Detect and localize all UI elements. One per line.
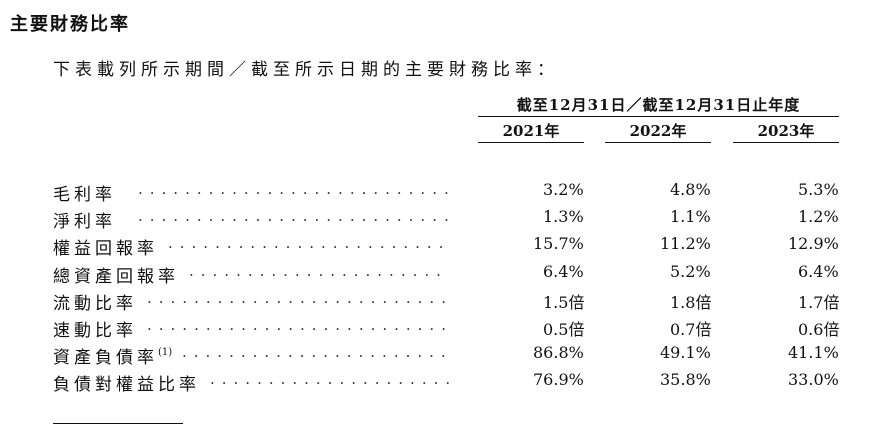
- table-cell: 12.9%: [788, 234, 839, 254]
- leader-dots: .......................: [182, 343, 453, 362]
- leader-dots: ........................: [168, 234, 451, 253]
- row-label: 流動比率: [53, 289, 137, 314]
- table-row: 毛利率........................... 3.2% 4.8% 5.…: [0, 180, 889, 207]
- section-title: 主要財務比率: [10, 14, 130, 35]
- table-cell: 4.8%: [670, 180, 711, 199]
- table-cell: 6.4%: [798, 261, 839, 281]
- row-label: 負債對權益比率: [53, 370, 200, 395]
- row-label: 權益回報率: [53, 234, 158, 259]
- table-cell: 0.5倍: [543, 320, 585, 339]
- leader-dots: ..........................: [147, 316, 453, 334]
- row-label-text: 資產負債率: [53, 348, 158, 369]
- row-label-text: 速動比率: [53, 321, 137, 341]
- table-row: 淨利率........................... 1.3% 1.1% 1.…: [0, 207, 889, 234]
- row-label: 淨利率: [53, 207, 116, 232]
- table-cell: 33.0%: [788, 370, 839, 390]
- table-cell: 76.9%: [533, 370, 584, 390]
- table-cell: 41.1%: [788, 343, 839, 363]
- table-cell: 5.2%: [670, 261, 711, 281]
- column-header-2022: 2022年: [605, 120, 711, 143]
- row-label-text: 淨利率: [53, 212, 116, 233]
- column-header-2021: 2021年: [478, 120, 584, 143]
- leader-dots: ...........................: [138, 207, 456, 226]
- leader-dots: .....................: [210, 370, 458, 389]
- table-cell: 1.7倍: [798, 292, 840, 312]
- table-row: 權益回報率........................ 15.7% 11.2% 1…: [0, 234, 889, 261]
- table-row: 速動比率.......................... 0.5倍 0.7倍 0.…: [0, 316, 889, 343]
- footnote-divider: [53, 423, 183, 424]
- table-cell: 5.3%: [798, 180, 839, 199]
- row-label-text: 權益回報率: [53, 239, 158, 260]
- table-cell: 1.8倍: [670, 292, 712, 312]
- row-label: 資產負債率(1): [53, 343, 173, 369]
- intro-text: 下表載列所示期間／截至所示日期的主要財務比率：: [53, 60, 559, 80]
- table-cell: 0.6倍: [798, 320, 840, 339]
- footnote-marker: (1): [158, 346, 173, 358]
- table-cell: 1.5倍: [543, 292, 585, 312]
- row-label-text: 毛利率: [53, 185, 116, 205]
- leader-dots: ......................: [189, 261, 448, 280]
- table-row: 負債對權益比率..................... 76.9% 35.8% 33…: [0, 370, 889, 397]
- table-cell: 1.3%: [543, 207, 584, 227]
- table-cell: 11.2%: [660, 234, 711, 254]
- table-cell: 49.1%: [660, 343, 711, 363]
- table-cell: 86.8%: [533, 343, 584, 363]
- column-header-2023: 2023年: [733, 120, 839, 143]
- row-label-text: 總資產回報率: [53, 266, 179, 287]
- table-cell: 6.4%: [543, 261, 584, 281]
- table-row: 流動比率.......................... 1.5倍 1.8倍 1.…: [0, 289, 889, 316]
- table-row: 總資產回報率...................... 6.4% 5.2% 6.4%: [0, 262, 889, 289]
- leader-dots: ...........................: [138, 180, 456, 198]
- table-cell: 1.1%: [670, 207, 711, 227]
- table-cell: 35.8%: [660, 370, 711, 390]
- row-label: 毛利率: [53, 180, 116, 205]
- row-label-text: 流動比率: [53, 293, 137, 314]
- row-label: 速動比率: [53, 316, 137, 341]
- row-label: 總資產回報率: [53, 262, 179, 287]
- table-cell: 0.7倍: [670, 320, 712, 339]
- table-row: 資產負債率(1)....................... 86.8% 49.1…: [0, 343, 889, 370]
- table-cell: 3.2%: [543, 180, 584, 199]
- row-label-text: 負債對權益比率: [53, 375, 200, 396]
- leader-dots: ..........................: [147, 288, 453, 307]
- table-cell: 15.7%: [533, 234, 584, 254]
- table-cell: 1.2%: [798, 207, 839, 227]
- table-group-header: 截至12月31日／截至12月31日止年度: [478, 94, 839, 117]
